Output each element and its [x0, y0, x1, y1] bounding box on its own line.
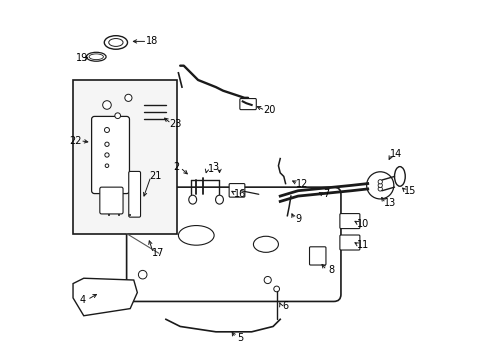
Text: 22: 22 — [69, 136, 82, 146]
Circle shape — [377, 183, 382, 188]
Ellipse shape — [108, 39, 123, 46]
Text: 14: 14 — [389, 149, 401, 159]
Text: 4: 4 — [80, 295, 86, 305]
Circle shape — [377, 180, 382, 184]
FancyBboxPatch shape — [309, 247, 325, 265]
Text: 23: 23 — [169, 118, 182, 129]
Text: 10: 10 — [356, 219, 368, 229]
Circle shape — [105, 164, 108, 167]
Ellipse shape — [89, 54, 103, 60]
Circle shape — [273, 286, 279, 292]
Circle shape — [104, 142, 109, 147]
Text: 6: 6 — [282, 301, 288, 311]
Bar — [73, 80, 176, 234]
Text: 18: 18 — [145, 36, 158, 46]
Text: 17: 17 — [151, 248, 163, 258]
Text: 13: 13 — [383, 198, 395, 208]
Text: 15: 15 — [403, 186, 416, 197]
FancyBboxPatch shape — [339, 213, 359, 229]
Ellipse shape — [253, 236, 278, 252]
Circle shape — [104, 153, 109, 157]
Text: •: • — [117, 213, 121, 219]
Circle shape — [124, 94, 132, 102]
Ellipse shape — [104, 36, 127, 49]
FancyBboxPatch shape — [240, 99, 256, 110]
Text: 21: 21 — [149, 171, 161, 181]
Circle shape — [377, 187, 382, 191]
Circle shape — [264, 276, 271, 284]
Text: 1: 1 — [208, 164, 214, 174]
Text: 12: 12 — [296, 179, 308, 189]
Text: 20: 20 — [263, 105, 275, 115]
Text: •: • — [128, 213, 132, 219]
Text: 7: 7 — [323, 189, 329, 199]
Ellipse shape — [215, 195, 223, 204]
FancyBboxPatch shape — [339, 235, 359, 250]
Text: 5: 5 — [236, 333, 243, 343]
Polygon shape — [73, 278, 137, 316]
FancyBboxPatch shape — [91, 116, 129, 194]
FancyBboxPatch shape — [100, 187, 123, 214]
Circle shape — [104, 127, 109, 132]
FancyBboxPatch shape — [128, 171, 140, 217]
Circle shape — [366, 172, 393, 199]
Ellipse shape — [394, 167, 405, 186]
Ellipse shape — [178, 226, 214, 245]
Text: •: • — [106, 213, 110, 219]
Text: 16: 16 — [233, 189, 245, 199]
Text: 19: 19 — [76, 53, 88, 63]
Text: 3: 3 — [212, 162, 218, 172]
Text: 9: 9 — [295, 214, 301, 224]
Circle shape — [102, 101, 111, 109]
Ellipse shape — [86, 52, 106, 61]
Text: 11: 11 — [356, 240, 368, 250]
Circle shape — [370, 176, 388, 194]
FancyBboxPatch shape — [229, 184, 244, 197]
Ellipse shape — [188, 195, 196, 204]
Text: 8: 8 — [327, 265, 333, 275]
Circle shape — [115, 113, 121, 118]
Text: 2: 2 — [172, 162, 179, 172]
FancyBboxPatch shape — [126, 187, 340, 301]
Circle shape — [138, 270, 147, 279]
